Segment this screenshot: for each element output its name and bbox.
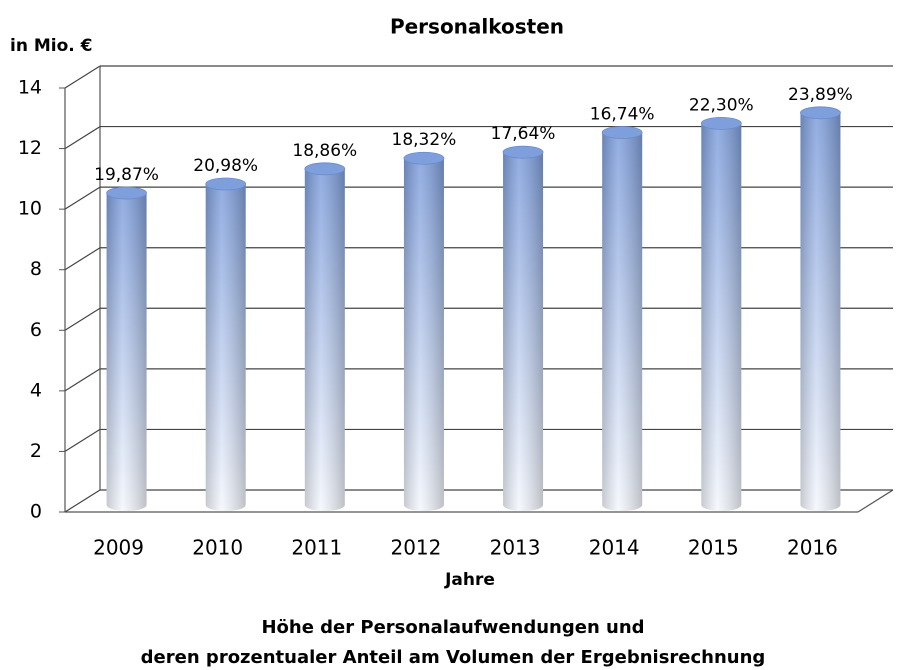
x-tick-label: 2016 xyxy=(787,536,838,560)
x-tick-label: 2009 xyxy=(93,536,144,560)
annotation: 19,87% xyxy=(94,165,159,185)
bar xyxy=(700,117,742,512)
grid-line xyxy=(64,428,101,452)
grid-line xyxy=(64,126,101,150)
y-tick-label: 0 xyxy=(30,501,42,523)
chart-title: Personalkosten xyxy=(390,15,564,39)
bar-shade xyxy=(403,158,444,512)
x-tick-label: 2014 xyxy=(589,536,640,560)
y-tick-label: 4 xyxy=(30,379,42,401)
x-tick-label: 2013 xyxy=(490,536,541,560)
bar-top xyxy=(304,162,346,176)
y-axis-label: in Mio. € xyxy=(10,36,92,56)
grid-line xyxy=(64,186,101,210)
bar-top xyxy=(403,151,445,165)
y-tick-label: 6 xyxy=(30,319,42,341)
annotation: 20,98% xyxy=(193,156,258,176)
bar-shade xyxy=(503,152,544,512)
x-tick-label: 2015 xyxy=(688,536,739,560)
grid-line xyxy=(64,247,101,271)
bar xyxy=(205,177,247,512)
annotation: 17,64% xyxy=(491,124,556,144)
y-tick-label: 8 xyxy=(30,258,42,280)
bar-shade xyxy=(602,132,643,512)
bar xyxy=(304,162,346,512)
annotation: 18,32% xyxy=(392,130,457,150)
grid-line xyxy=(64,489,101,513)
grid-line xyxy=(64,307,101,331)
x-tick-label: 2010 xyxy=(192,536,243,560)
y-tick-label: 12 xyxy=(18,137,42,159)
y-tick-label: 14 xyxy=(18,77,42,99)
grid-line xyxy=(64,65,101,89)
bar-shade xyxy=(800,112,841,512)
bar-top xyxy=(800,106,841,120)
annotation: 22,30% xyxy=(689,95,754,115)
x-tick-label: 2011 xyxy=(291,536,342,560)
caption-line: Höhe der Personalaufwendungen und xyxy=(261,617,644,638)
grid-line xyxy=(64,368,101,392)
bar-top xyxy=(700,117,742,130)
bar-top xyxy=(205,177,247,191)
annotation: 23,89% xyxy=(788,85,853,105)
x-axis-label: Jahre xyxy=(444,570,495,590)
caption-line: deren prozentualer Anteil am Volumen der… xyxy=(141,647,766,668)
x-tick-label: 2012 xyxy=(390,536,441,560)
bar-top xyxy=(106,186,147,200)
bar-shade xyxy=(304,168,345,512)
bar xyxy=(403,151,445,512)
annotation: 16,74% xyxy=(590,104,655,124)
bar-shade xyxy=(106,193,147,512)
floor-right xyxy=(857,489,894,513)
bar-shade xyxy=(701,123,742,512)
bar xyxy=(601,126,643,512)
bar xyxy=(106,186,147,512)
bar-top xyxy=(601,126,643,139)
bar xyxy=(502,145,544,512)
annotation: 18,86% xyxy=(292,141,357,161)
y-tick-label: 10 xyxy=(18,198,42,220)
bar xyxy=(800,106,841,512)
bar-shade xyxy=(205,183,246,512)
bar-top xyxy=(502,145,544,159)
y-tick-label: 2 xyxy=(30,440,42,462)
